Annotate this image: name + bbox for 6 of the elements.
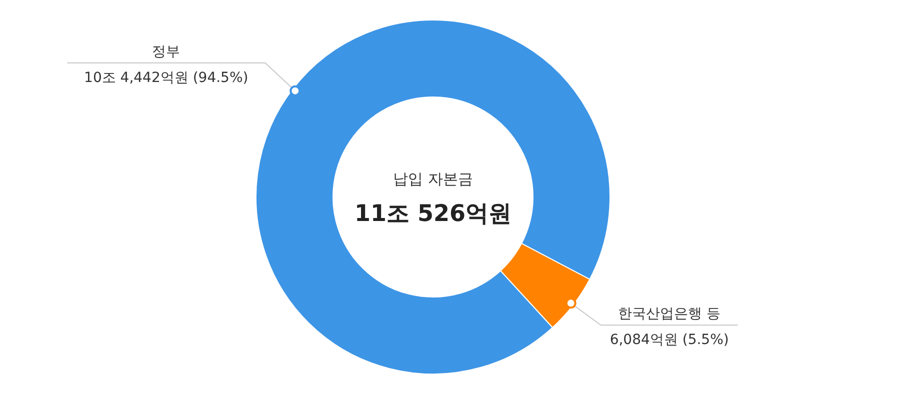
- text: 11조 526억원: [354, 201, 512, 227]
- data-label: 6,084억원 (5.5%): [610, 332, 729, 348]
- slice-label: 정부: [152, 44, 180, 60]
- slice-label: 한국산업은행 등: [618, 306, 721, 322]
- data-label: 10조 4,442억원 (94.5%): [84, 70, 248, 86]
- text: 납입 자본금: [393, 170, 473, 188]
